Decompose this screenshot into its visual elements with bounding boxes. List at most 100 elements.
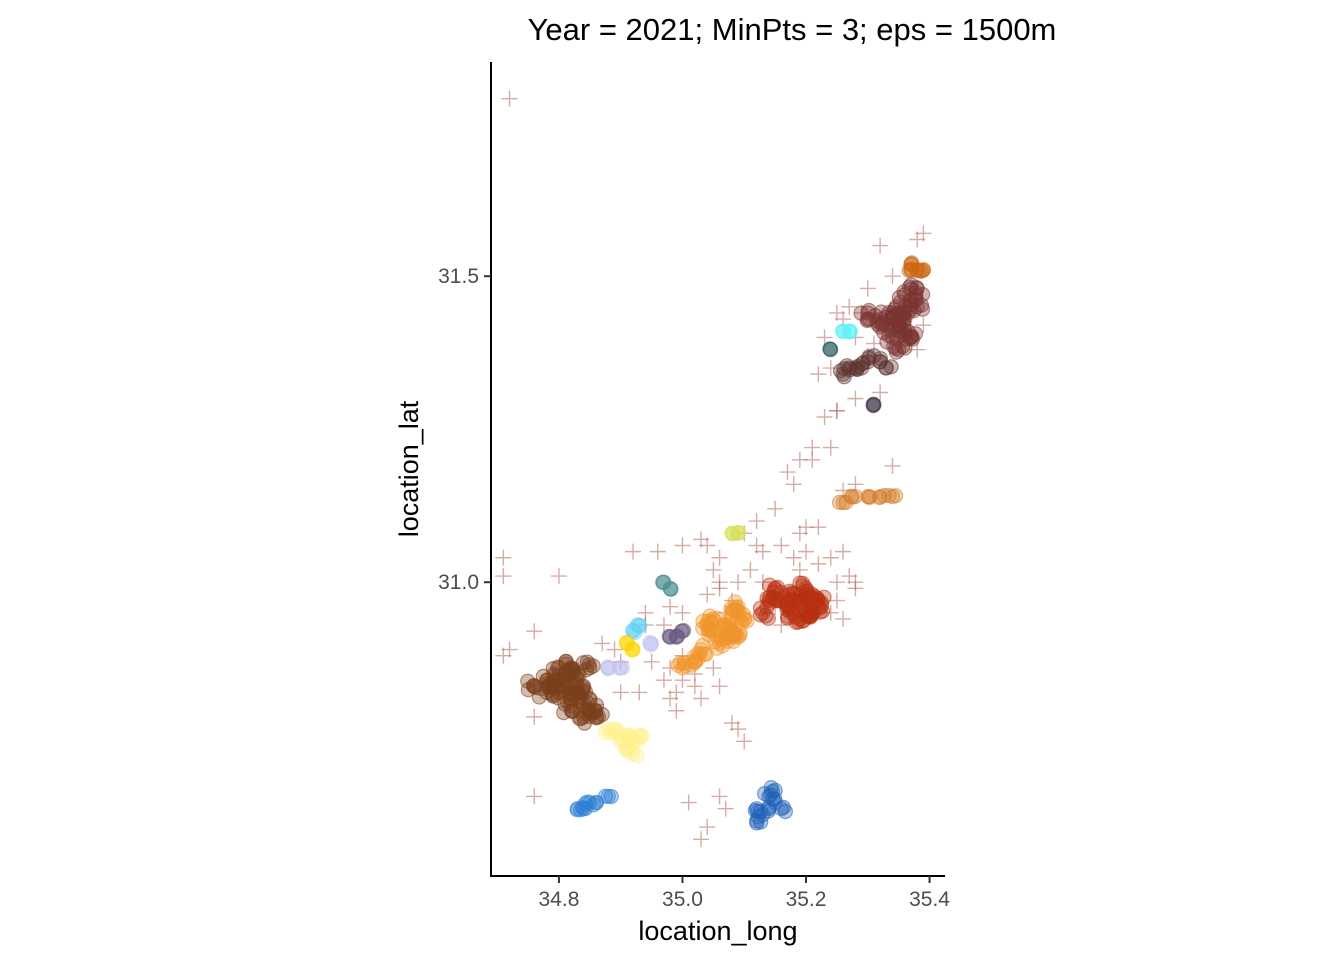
cluster-point bbox=[597, 725, 613, 741]
cluster-13 bbox=[625, 617, 648, 640]
cluster-point bbox=[520, 673, 536, 689]
cluster-point bbox=[752, 803, 769, 820]
cluster-17 bbox=[834, 323, 858, 340]
noise-point bbox=[785, 549, 802, 566]
noise-point bbox=[705, 659, 722, 676]
cluster-point bbox=[871, 490, 888, 506]
cluster-point bbox=[836, 323, 852, 340]
x-tick-label: 35.2 bbox=[786, 888, 827, 911]
cluster-point bbox=[892, 324, 908, 340]
noise-point bbox=[526, 788, 543, 805]
cluster-11 bbox=[600, 635, 660, 677]
cluster-point bbox=[614, 659, 631, 676]
cluster-point bbox=[587, 702, 603, 719]
noise-point bbox=[649, 543, 666, 560]
cluster-point bbox=[775, 799, 791, 815]
x-tick-label: 35.4 bbox=[909, 888, 950, 911]
cluster-point bbox=[888, 344, 905, 360]
cluster-point bbox=[727, 594, 743, 610]
noise-point bbox=[810, 366, 827, 383]
cluster-point bbox=[585, 658, 601, 674]
cluster-point bbox=[565, 703, 581, 719]
noise-point bbox=[501, 90, 518, 107]
noise-point bbox=[909, 231, 926, 248]
cluster-point bbox=[673, 623, 690, 639]
noise-point bbox=[668, 702, 685, 719]
noise-point bbox=[526, 623, 543, 640]
noise-point bbox=[686, 678, 703, 695]
noise-point bbox=[822, 439, 839, 456]
y-axis-title: location_lat bbox=[394, 400, 424, 537]
noise-point bbox=[785, 476, 802, 493]
cluster-point bbox=[892, 319, 909, 335]
cluster-point bbox=[629, 748, 645, 764]
noise-point bbox=[742, 561, 759, 578]
cluster-18 bbox=[822, 341, 839, 358]
noise-point bbox=[655, 672, 672, 689]
noise-point bbox=[730, 574, 747, 591]
cluster-6 bbox=[597, 721, 650, 764]
noise-layer bbox=[495, 90, 932, 848]
cluster-point bbox=[582, 703, 598, 720]
cluster-point bbox=[690, 651, 706, 667]
noise-point bbox=[699, 537, 716, 554]
cluster-point bbox=[632, 729, 648, 745]
cluster-point bbox=[843, 488, 859, 504]
noise-point bbox=[828, 304, 845, 321]
noise-point bbox=[699, 586, 716, 603]
noise-point bbox=[526, 708, 543, 725]
noise-point bbox=[810, 555, 827, 572]
noise-point bbox=[841, 298, 858, 315]
cluster-point bbox=[758, 608, 774, 624]
x-tick-label: 35.0 bbox=[662, 888, 703, 911]
cluster-8 bbox=[747, 779, 794, 831]
noise-point bbox=[828, 592, 845, 609]
cluster-point bbox=[901, 279, 918, 295]
noise-point bbox=[872, 384, 889, 401]
cluster-point bbox=[663, 581, 679, 597]
cluster-10 bbox=[831, 487, 904, 511]
cluster-point bbox=[913, 297, 930, 313]
noise-point bbox=[723, 714, 740, 731]
cluster-point bbox=[799, 590, 815, 606]
noise-point bbox=[668, 684, 685, 701]
noise-point bbox=[872, 237, 889, 254]
cluster-point bbox=[603, 725, 619, 741]
noise-point bbox=[594, 635, 611, 652]
cluster-point bbox=[764, 783, 781, 800]
cluster-point bbox=[904, 255, 920, 271]
cluster-15 bbox=[655, 574, 679, 597]
cluster-point bbox=[597, 788, 614, 804]
cluster-point bbox=[865, 396, 881, 412]
noise-point bbox=[835, 543, 852, 560]
plot-area bbox=[495, 90, 932, 848]
cluster-point bbox=[839, 358, 855, 374]
cluster-point bbox=[557, 667, 573, 683]
cluster-2 bbox=[853, 277, 931, 360]
cluster-point bbox=[795, 578, 811, 594]
noise-point bbox=[828, 402, 845, 419]
noise-point bbox=[828, 574, 845, 591]
noise-point bbox=[711, 788, 728, 805]
cluster-9 bbox=[901, 255, 931, 279]
x-tick-label: 34.8 bbox=[539, 888, 580, 911]
y-tick-label: 31.5 bbox=[438, 265, 479, 288]
noise-point bbox=[495, 549, 512, 566]
x-axis-ticks: 34.8 35.0 35.2 35.4 bbox=[539, 876, 950, 911]
noise-point bbox=[791, 561, 808, 578]
noise-point bbox=[711, 678, 728, 695]
noise-point bbox=[816, 408, 833, 425]
cluster-point bbox=[575, 655, 591, 671]
noise-point bbox=[693, 831, 710, 848]
cluster-point bbox=[621, 743, 637, 759]
cluster-point bbox=[730, 525, 746, 541]
y-tick-label: 31.0 bbox=[438, 571, 479, 594]
noise-point bbox=[662, 690, 679, 707]
noise-point bbox=[835, 610, 852, 627]
noise-point bbox=[705, 561, 722, 578]
noise-point bbox=[699, 819, 716, 836]
noise-point bbox=[822, 549, 839, 566]
noise-point bbox=[915, 225, 932, 242]
noise-point bbox=[884, 457, 901, 474]
cluster-12 bbox=[661, 622, 692, 645]
